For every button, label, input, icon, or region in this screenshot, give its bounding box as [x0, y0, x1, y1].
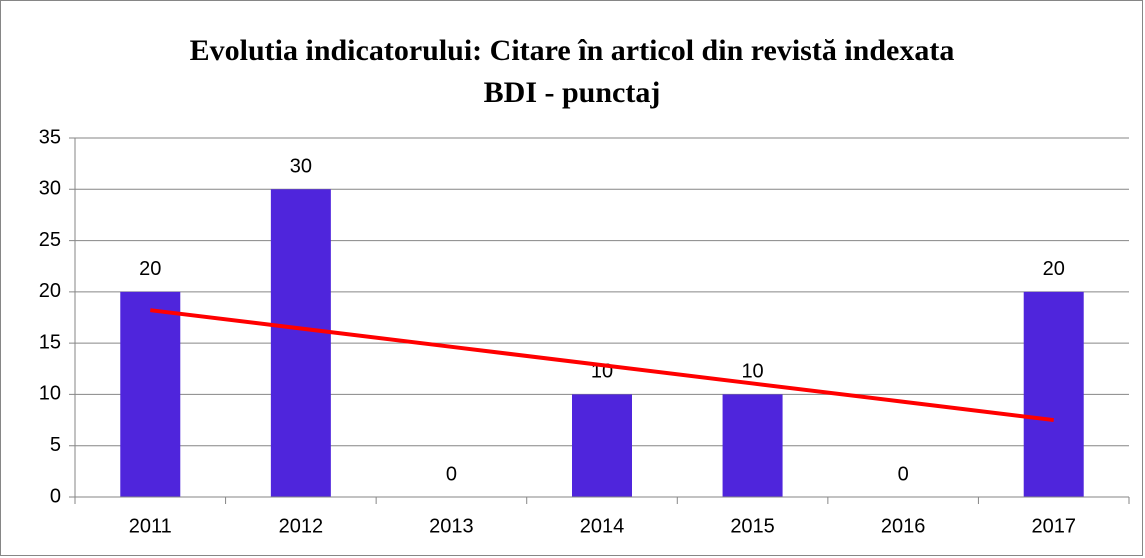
y-tick-label: 30	[39, 178, 61, 200]
y-tick-label: 15	[39, 331, 61, 353]
y-tick-label: 20	[39, 280, 61, 302]
x-tick-label: 2013	[429, 515, 474, 537]
x-tick-label: 2016	[881, 515, 926, 537]
x-tick-label: 2012	[279, 515, 324, 537]
bar	[1023, 291, 1084, 497]
data-label: 20	[1043, 258, 1065, 280]
trendline	[150, 308, 1054, 423]
data-label: 10	[741, 361, 763, 383]
y-tick-label: 10	[39, 383, 61, 405]
chart-title: Evolutia indicatorului: Citare în artico…	[189, 34, 955, 109]
data-label: 0	[898, 463, 909, 485]
y-tick-label: 5	[50, 434, 61, 456]
x-tick-label: 2015	[730, 515, 775, 537]
y-tick-label: 0	[50, 485, 61, 507]
y-tick-label: 25	[39, 229, 61, 251]
data-label: 0	[446, 463, 457, 485]
data-label: 20	[139, 258, 161, 280]
data-label: 30	[290, 156, 312, 178]
y-tick-label: 35	[39, 126, 61, 148]
bar	[722, 394, 783, 497]
bar	[270, 189, 331, 498]
bar	[120, 291, 181, 497]
x-tick-label: 2011	[129, 515, 172, 537]
x-tick-label: 2014	[580, 515, 625, 537]
bar	[572, 394, 632, 497]
x-tick-label: 2017	[1031, 515, 1076, 537]
